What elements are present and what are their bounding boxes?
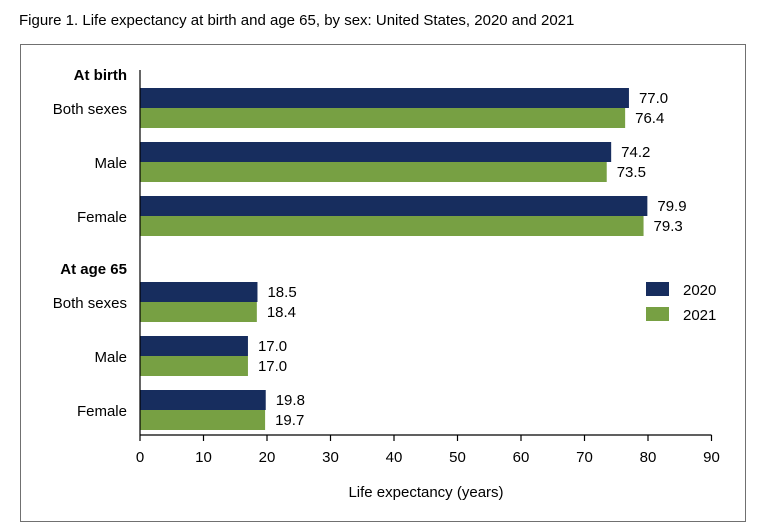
figure-title: Figure 1. Life expectancy at birth and a…	[19, 12, 575, 29]
value-label: 76.4	[635, 110, 664, 127]
x-tick-label: 90	[703, 449, 720, 466]
x-tick-label: 40	[386, 449, 403, 466]
value-label: 19.8	[276, 392, 305, 409]
value-label: 79.3	[654, 218, 683, 235]
group-header: At birth	[74, 67, 127, 84]
bar-2020	[140, 282, 258, 302]
bar-2021	[140, 216, 644, 236]
category-label: Female	[77, 209, 127, 226]
bar-2020	[140, 142, 612, 162]
labels-layer: At birth Both sexes 77.0 76.4 Male 74.2 73.5 Fe…	[53, 67, 687, 429]
chart-frame	[20, 44, 746, 522]
group-header: At age 65	[60, 261, 127, 278]
value-label: 18.5	[267, 284, 296, 301]
value-label: 17.0	[258, 358, 287, 375]
bar-2020	[140, 88, 629, 108]
x-tick-label: 20	[259, 449, 276, 466]
bar-2021	[140, 410, 266, 430]
category-label: Both sexes	[53, 101, 127, 118]
bars-layer	[140, 88, 648, 430]
bar-2020	[140, 336, 248, 356]
bar-2021	[140, 108, 626, 128]
category-label: Male	[94, 349, 127, 366]
x-tick-label: 30	[322, 449, 339, 466]
bar-2021	[140, 302, 257, 322]
value-label: 74.2	[621, 144, 650, 161]
legend-swatch-2020	[646, 282, 669, 296]
axes-layer: 0 10 20 30 40 50 60 70 80 90 Life expectancy (year…	[136, 70, 720, 501]
x-tick-label: 80	[640, 449, 657, 466]
bar-2021	[140, 162, 607, 182]
category-label: Female	[77, 403, 127, 420]
legend-label: 2021	[683, 307, 716, 324]
value-label: 19.7	[275, 412, 304, 429]
bar-2020	[140, 196, 648, 216]
legend-swatch-2021	[646, 307, 669, 321]
x-tick-label: 60	[513, 449, 530, 466]
value-label: 17.0	[258, 338, 287, 355]
category-label: Both sexes	[53, 295, 127, 312]
x-tick-label: 50	[449, 449, 466, 466]
value-label: 18.4	[267, 304, 296, 321]
legend: 2020 2021	[646, 282, 716, 324]
bar-2021	[140, 356, 248, 376]
x-tick-label: 10	[195, 449, 212, 466]
x-tick-label: 70	[576, 449, 593, 466]
x-axis-title: Life expectancy (years)	[348, 484, 503, 501]
value-label: 73.5	[617, 164, 646, 181]
x-tick-label: 0	[136, 449, 144, 466]
value-label: 77.0	[639, 90, 668, 107]
category-label: Male	[94, 155, 127, 172]
legend-label: 2020	[683, 282, 716, 299]
value-label: 79.9	[657, 198, 686, 215]
bar-2020	[140, 390, 266, 410]
